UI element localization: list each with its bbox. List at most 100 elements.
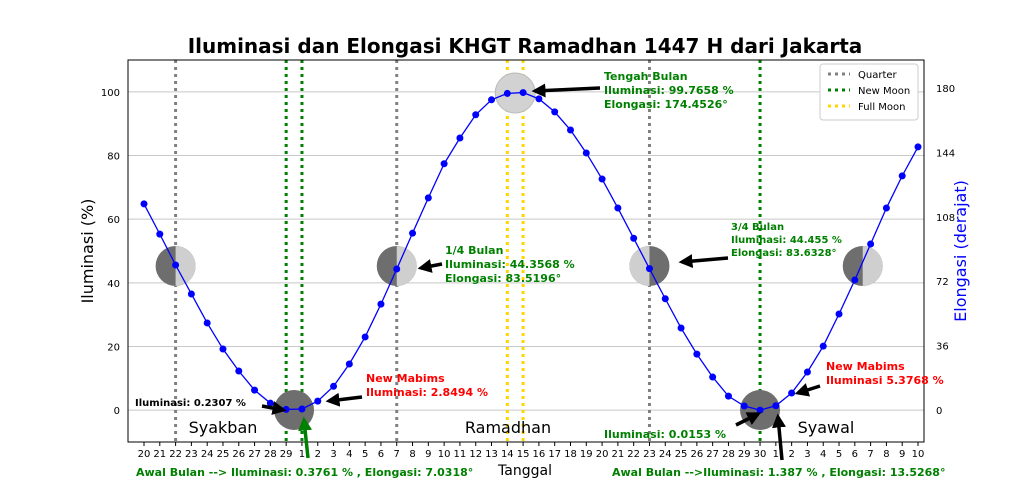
- plot-frame: [127, 59, 925, 443]
- annotation-text: Awal Bulan --> Iluminasi: 0.3761 % , Elo…: [136, 466, 473, 479]
- moon-lit-half: [862, 246, 883, 286]
- data-point: [377, 300, 385, 308]
- x-tick-label: 9: [899, 449, 905, 460]
- data-point: [172, 261, 180, 269]
- data-point: [835, 310, 843, 318]
- x-axis-label: Tanggal: [497, 463, 552, 479]
- x-tick-label: 2: [788, 449, 794, 460]
- data-point: [330, 382, 338, 390]
- x-tick-label: 27: [706, 449, 719, 460]
- moon-lit-half: [175, 246, 196, 286]
- data-point: [566, 126, 574, 134]
- y-tick-label: 60: [107, 215, 120, 226]
- annotation-arrow: [794, 383, 821, 397]
- x-tick-label: 8: [883, 449, 889, 460]
- data-point: [345, 360, 353, 368]
- data-point: [361, 333, 369, 341]
- x-tick-label: 22: [169, 449, 182, 460]
- data-point: [187, 290, 195, 298]
- x-tick-label: 12: [469, 449, 482, 460]
- y-right-tick-label: 72: [936, 277, 949, 288]
- annotation-arrow: [298, 416, 313, 459]
- data-point: [819, 342, 827, 350]
- data-point: [519, 89, 527, 97]
- data-point: [424, 194, 432, 202]
- x-tick-label: 6: [378, 449, 384, 460]
- data-point: [140, 200, 148, 208]
- annotation-text: Iluminasi: 44.455 %: [731, 235, 842, 246]
- data-point: [440, 160, 448, 168]
- x-tick-label: 10: [438, 449, 451, 460]
- data-point: [393, 265, 401, 273]
- annotation-arrow: [735, 412, 762, 427]
- x-tick-label: 23: [643, 449, 656, 460]
- legend-label: New Moon: [858, 86, 910, 97]
- y-right-tick-label: 144: [936, 148, 955, 159]
- annotation-arrow: [325, 392, 363, 407]
- x-tick-label: 29: [280, 449, 293, 460]
- y-right-tick-label: 180: [936, 84, 955, 95]
- annotation-arrow: [678, 254, 729, 269]
- x-tick-label: 7: [394, 449, 400, 460]
- y-right-tick-label: 0: [936, 406, 942, 417]
- y-tick-label: 0: [114, 406, 120, 417]
- x-tick-label: 1: [773, 449, 779, 460]
- y-right-axis-label: Elongasi (derajat): [951, 180, 970, 322]
- data-point: [251, 386, 259, 394]
- x-tick-label: 8: [409, 449, 415, 460]
- data-point: [772, 402, 780, 410]
- x-tick-label: 28: [264, 449, 277, 460]
- annotation-text: Elongasi: 174.4526°: [604, 98, 728, 111]
- x-tick-label: 13: [485, 449, 498, 460]
- x-tick-label: 2: [315, 449, 321, 460]
- annotation-arrow: [772, 413, 786, 461]
- annotation-text: Iluminasi: 44.3568 %: [445, 258, 575, 271]
- data-point: [677, 324, 685, 332]
- annotation-arrow: [531, 83, 601, 98]
- x-tick-label: 21: [153, 449, 166, 460]
- annotation-text: 1/4 Bulan: [445, 244, 503, 257]
- x-tick-label: 25: [217, 449, 230, 460]
- y-tick-label: 100: [101, 88, 120, 99]
- data-point: [898, 172, 906, 180]
- x-tick-label: 26: [232, 449, 245, 460]
- x-tick-label: 26: [690, 449, 703, 460]
- annotation-arrow: [417, 259, 443, 273]
- data-point: [630, 234, 638, 242]
- data-point: [156, 230, 164, 238]
- data-point: [551, 108, 559, 116]
- data-point: [882, 204, 890, 212]
- x-tick-label: 10: [912, 449, 925, 460]
- data-point: [535, 95, 543, 103]
- data-point: [851, 276, 859, 284]
- annotation-text: Iluminasi: 0.0153 %: [604, 428, 726, 441]
- x-tick-label: 25: [675, 449, 688, 460]
- data-point: [282, 405, 290, 413]
- x-tick-label: 11: [454, 449, 467, 460]
- data-point: [488, 96, 496, 104]
- x-tick-label: 14: [501, 449, 514, 460]
- y-right-tick-label: 36: [936, 342, 949, 353]
- annotation-text: Tengah Bulan: [604, 70, 688, 83]
- data-point: [740, 402, 748, 410]
- y-tick-label: 40: [107, 279, 120, 290]
- x-tick-label: 18: [564, 449, 577, 460]
- data-point: [709, 373, 717, 381]
- x-tick-label: 5: [836, 449, 842, 460]
- x-tick-label: 29: [738, 449, 751, 460]
- annotation-text: Iluminasi: 2.8494 %: [366, 386, 488, 399]
- y-axis-label: Iluminasi (%): [78, 199, 97, 304]
- x-tick-label: 20: [138, 449, 151, 460]
- legend-label: Full Moon: [858, 102, 905, 113]
- x-tick-label: 5: [362, 449, 368, 460]
- data-point: [456, 134, 464, 142]
- data-point: [661, 295, 669, 303]
- x-tick-label: 9: [425, 449, 431, 460]
- x-tick-label: 28: [722, 449, 735, 460]
- data-point: [472, 111, 480, 119]
- x-tick-label: 3: [804, 449, 810, 460]
- data-point: [803, 368, 811, 376]
- x-tick-label: 3: [330, 449, 336, 460]
